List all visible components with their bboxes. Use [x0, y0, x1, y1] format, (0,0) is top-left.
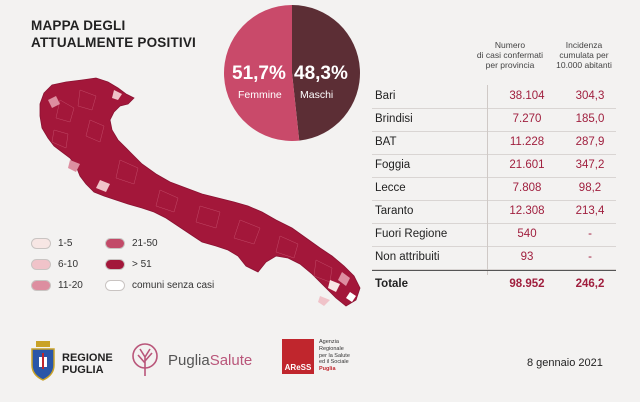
legend-label: > 51 — [132, 259, 152, 270]
table-row: Brindisi 7.270 185,0 — [372, 108, 616, 132]
legend-swatch — [105, 238, 125, 249]
map-title-line1: MAPPA DEGLI — [31, 18, 126, 33]
aress-line2: Regionale — [319, 345, 344, 352]
legend-label: 11-20 — [58, 280, 83, 291]
pie-slice-femmine — [224, 5, 300, 142]
province-name: BAT — [375, 136, 397, 148]
low-case-municipalities — [48, 90, 356, 306]
cases-value: 21.601 — [509, 159, 545, 171]
legend-item: 11-20 — [31, 280, 83, 291]
table-row: Bari 38.104 304,3 — [372, 85, 616, 109]
total-divider — [372, 270, 616, 271]
province-name: Taranto — [375, 205, 414, 217]
legend-label: 21-50 — [132, 238, 158, 249]
column-header-incidence: Incidenza cumulata per 10.000 abitanti — [542, 40, 626, 70]
aress-badge-text: AReSS — [284, 363, 312, 372]
incidence-value: 98,2 — [578, 182, 602, 194]
column-header-line: 10.000 abitanti — [556, 60, 612, 70]
column-header-cases: Numero di casi confermati per provincia — [470, 40, 550, 70]
column-header-line: cumulata per — [559, 50, 609, 60]
legend-swatch — [105, 280, 125, 291]
aress-line3: per la Salute — [319, 352, 350, 359]
coat-of-arms-icon — [31, 341, 55, 381]
pugliasalute-part1: Puglia — [168, 352, 210, 369]
incidence-value: - — [588, 251, 592, 263]
regione-line1: REGIONE — [62, 352, 113, 364]
municipality-outlines — [51, 89, 333, 283]
table-total-row: Totale 98.952 246,2 — [372, 273, 616, 296]
regione-line2: PUGLIA — [62, 364, 104, 376]
table-column-divider — [487, 85, 488, 275]
column-header-line: di casi confermati — [476, 50, 544, 60]
puglia-map — [39, 77, 361, 307]
legend-item: 21-50 — [105, 238, 158, 249]
legend-label: comuni senza casi — [132, 280, 215, 291]
table-row: BAT 11.228 287,9 — [372, 131, 616, 155]
table-row: Foggia 21.601 347,2 — [372, 154, 616, 178]
incidence-value: 304,3 — [575, 90, 605, 102]
tree-icon — [132, 343, 158, 376]
pugliasalute-part2: Salute — [209, 352, 253, 369]
legend-swatch — [105, 259, 125, 270]
pie-label-maschi-pct: 48,3% — [294, 63, 348, 84]
map-title-line2: ATTUALMENTE POSITIVI — [31, 35, 196, 50]
cases-value: 7.808 — [512, 182, 542, 194]
aress-line5: Puglia — [319, 366, 336, 373]
pie-label-femmine: Femmine — [238, 89, 282, 101]
report-date: 8 gennaio 2021 — [527, 357, 603, 369]
total-incidence-value: 246,2 — [575, 278, 605, 290]
province-name: Fuori Regione — [375, 228, 448, 240]
cases-value: 12.308 — [509, 205, 545, 217]
incidence-value: 185,0 — [575, 113, 605, 125]
table-row: Lecce 7.808 98,2 — [372, 177, 616, 201]
legend-swatch — [31, 238, 51, 249]
legend-swatch — [31, 280, 51, 291]
table-row: Taranto 12.308 213,4 — [372, 200, 616, 224]
pie-slice-maschi — [292, 5, 361, 141]
pie-label-maschi: Maschi — [300, 89, 334, 101]
legend-label: 6-10 — [58, 259, 79, 270]
cases-value: 11.228 — [509, 136, 545, 148]
cases-value: 38.104 — [509, 90, 545, 102]
cases-value: 93 — [520, 251, 534, 263]
legend-item: 6-10 — [31, 259, 78, 270]
province-name: Lecce — [375, 182, 406, 194]
legend-item: comuni senza casi — [105, 280, 214, 291]
total-label: Totale — [375, 278, 409, 290]
incidence-value: - — [588, 228, 592, 240]
legend-swatch — [31, 259, 51, 270]
legend-item: 1-5 — [31, 238, 72, 249]
pie-label-femmine-pct: 51,7% — [232, 63, 286, 84]
total-cases-value: 98.952 — [509, 278, 545, 290]
province-name: Foggia — [375, 159, 411, 171]
column-header-line: per provincia — [485, 60, 535, 70]
cases-value: 540 — [517, 228, 537, 240]
province-name: Brindisi — [375, 113, 413, 125]
column-header-line: Incidenza — [565, 40, 603, 50]
incidence-value: 287,9 — [575, 136, 605, 148]
gender-pie-chart — [224, 5, 361, 142]
aress-line1: Agenzia — [319, 339, 339, 345]
aress-line4: ed il Sociale — [319, 359, 349, 366]
aress-badge: AReSS — [282, 339, 314, 374]
incidence-value: 213,4 — [575, 205, 605, 217]
legend-item: > 51 — [105, 259, 152, 270]
puglia-region-shape — [39, 77, 361, 307]
incidence-value: 347,2 — [575, 159, 605, 171]
province-name: Non attribuiti — [375, 251, 440, 263]
map-title: MAPPA DEGLI ATTUALMENTE POSITIVI — [31, 17, 196, 51]
cases-value: 7.270 — [512, 113, 542, 125]
column-header-line: Numero — [494, 40, 526, 50]
table-row: Non attribuiti 93 - — [372, 246, 616, 270]
table-row: Fuori Regione 540 - — [372, 223, 616, 247]
province-name: Bari — [375, 90, 396, 102]
legend-label: 1-5 — [58, 238, 73, 249]
